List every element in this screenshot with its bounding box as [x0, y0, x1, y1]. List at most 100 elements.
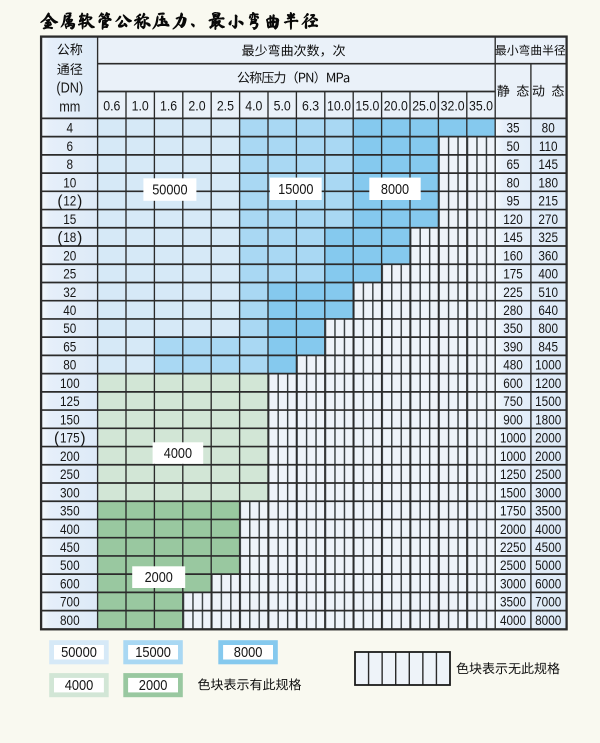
svg-text:7000: 7000: [535, 594, 561, 610]
svg-text:): ): [77, 230, 82, 247]
svg-text:80: 80: [506, 174, 519, 190]
svg-text:1250: 1250: [500, 466, 526, 482]
svg-text:8000: 8000: [234, 644, 263, 660]
svg-text:250: 250: [60, 466, 80, 482]
svg-text:4000: 4000: [500, 612, 526, 628]
svg-text:4500: 4500: [535, 539, 561, 555]
svg-text:510: 510: [538, 284, 558, 300]
svg-text:750: 750: [503, 393, 523, 409]
svg-text:800: 800: [538, 320, 558, 336]
svg-text:15: 15: [63, 211, 76, 227]
svg-text:225: 225: [503, 284, 523, 300]
svg-text:1000: 1000: [500, 448, 526, 464]
svg-text:(DN): (DN): [56, 80, 83, 96]
svg-text:10: 10: [63, 174, 76, 190]
svg-text:3000: 3000: [500, 576, 526, 592]
svg-text:6: 6: [67, 138, 74, 154]
svg-text:95: 95: [506, 193, 519, 209]
svg-text:6.3: 6.3: [302, 97, 319, 113]
svg-text:10.0: 10.0: [327, 97, 351, 113]
svg-text:3000: 3000: [535, 484, 561, 500]
svg-text:200: 200: [60, 448, 80, 464]
svg-text:2500: 2500: [535, 466, 561, 482]
svg-text:110: 110: [539, 138, 558, 154]
svg-text:4.0: 4.0: [245, 97, 262, 113]
svg-text:50: 50: [506, 138, 519, 154]
svg-text:350: 350: [60, 503, 80, 519]
svg-text:180: 180: [538, 174, 558, 190]
svg-text:700: 700: [60, 594, 80, 610]
svg-text:35: 35: [506, 120, 519, 136]
svg-text:4000: 4000: [535, 521, 561, 537]
svg-text:4: 4: [67, 120, 74, 136]
svg-text:845: 845: [538, 339, 558, 355]
svg-text:50: 50: [63, 320, 76, 336]
svg-text:2000: 2000: [145, 569, 174, 585]
svg-text:1500: 1500: [535, 393, 561, 409]
svg-text:175: 175: [60, 430, 80, 446]
svg-text:100: 100: [60, 375, 80, 391]
svg-text:35.0: 35.0: [469, 97, 493, 113]
svg-text:360: 360: [538, 247, 558, 263]
svg-text:65: 65: [63, 339, 76, 355]
svg-text:1750: 1750: [500, 503, 526, 519]
svg-text:2.5: 2.5: [217, 97, 234, 113]
svg-text:20.0: 20.0: [384, 97, 408, 113]
svg-text:50000: 50000: [152, 182, 188, 198]
svg-text:50000: 50000: [61, 644, 97, 660]
svg-text:(: (: [57, 193, 63, 210]
svg-text:32.0: 32.0: [441, 97, 465, 113]
svg-text:1200: 1200: [535, 375, 561, 391]
svg-text:2000: 2000: [500, 521, 526, 537]
svg-text:5.0: 5.0: [274, 97, 291, 113]
svg-text:): ): [77, 193, 82, 210]
svg-text:400: 400: [60, 521, 80, 537]
svg-text:600: 600: [503, 375, 523, 391]
svg-text:1.0: 1.0: [132, 97, 149, 113]
svg-text:120: 120: [503, 211, 523, 227]
svg-text:(: (: [54, 430, 60, 447]
svg-text:325: 325: [538, 229, 558, 245]
svg-text:280: 280: [503, 302, 523, 318]
svg-text:2000: 2000: [139, 677, 168, 693]
svg-text:15000: 15000: [135, 644, 171, 660]
svg-text:18: 18: [63, 229, 76, 245]
svg-text:300: 300: [60, 484, 80, 500]
svg-text:65: 65: [506, 156, 519, 172]
svg-text:mm: mm: [59, 99, 80, 115]
svg-text:40: 40: [63, 302, 76, 318]
svg-text:145: 145: [503, 229, 523, 245]
svg-text:25.0: 25.0: [412, 97, 436, 113]
svg-text:0.6: 0.6: [103, 97, 120, 113]
svg-text:12: 12: [63, 193, 76, 209]
svg-text:175: 175: [503, 266, 523, 282]
svg-text:(: (: [57, 230, 63, 247]
svg-text:450: 450: [60, 539, 80, 555]
svg-text:1000: 1000: [500, 430, 526, 446]
svg-text:5000: 5000: [535, 557, 561, 573]
svg-text:2500: 2500: [500, 557, 526, 573]
svg-text:2000: 2000: [535, 448, 561, 464]
svg-text:350: 350: [503, 320, 523, 336]
svg-text:145: 145: [538, 156, 558, 172]
svg-text:400: 400: [538, 266, 558, 282]
svg-text:15.0: 15.0: [355, 97, 379, 113]
svg-text:2000: 2000: [535, 430, 561, 446]
svg-text:25: 25: [63, 266, 76, 282]
svg-text:800: 800: [60, 612, 80, 628]
svg-text:20: 20: [63, 247, 76, 263]
svg-text:80: 80: [542, 120, 555, 136]
svg-text:480: 480: [503, 357, 523, 373]
svg-text:1500: 1500: [500, 484, 526, 500]
svg-text:160: 160: [503, 247, 523, 263]
svg-text:80: 80: [63, 357, 76, 373]
svg-text:15000: 15000: [278, 181, 314, 197]
svg-text:1.6: 1.6: [160, 97, 177, 113]
svg-text:600: 600: [60, 576, 80, 592]
svg-text:8: 8: [67, 156, 74, 172]
svg-text:1800: 1800: [535, 411, 561, 427]
svg-text:900: 900: [503, 411, 523, 427]
svg-text:2250: 2250: [500, 539, 526, 555]
svg-text:1000: 1000: [535, 357, 561, 373]
svg-text:32: 32: [63, 284, 76, 300]
